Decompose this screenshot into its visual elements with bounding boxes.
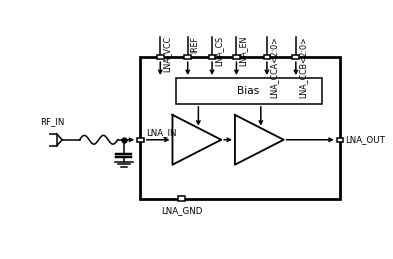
Bar [233,55,240,59]
Text: LNA_CCB<2:0>: LNA_CCB<2:0> [298,36,307,98]
Bar [141,57,340,199]
Bar [157,55,163,59]
Text: LNA_VCC: LNA_VCC [162,36,171,72]
Text: LNA_IN: LNA_IN [146,128,176,137]
Text: RF_IN: RF_IN [40,117,64,126]
Text: LNA_CCA<2:0>: LNA_CCA<2:0> [269,36,278,98]
Bar [176,78,322,104]
Text: LNA_EN: LNA_EN [239,36,248,67]
Text: LNA_GND: LNA_GND [161,206,202,215]
Bar [337,138,343,142]
Bar [209,55,215,59]
Text: LNA_CS: LNA_CS [214,36,223,66]
Bar [137,138,144,142]
Text: IREF: IREF [190,36,199,53]
Bar [178,196,185,201]
Bar [48,134,57,146]
Bar [264,55,270,59]
Bar [292,55,299,59]
Text: LNA_OUT: LNA_OUT [345,135,385,144]
Bar [184,55,191,59]
Text: Bias: Bias [237,86,260,96]
